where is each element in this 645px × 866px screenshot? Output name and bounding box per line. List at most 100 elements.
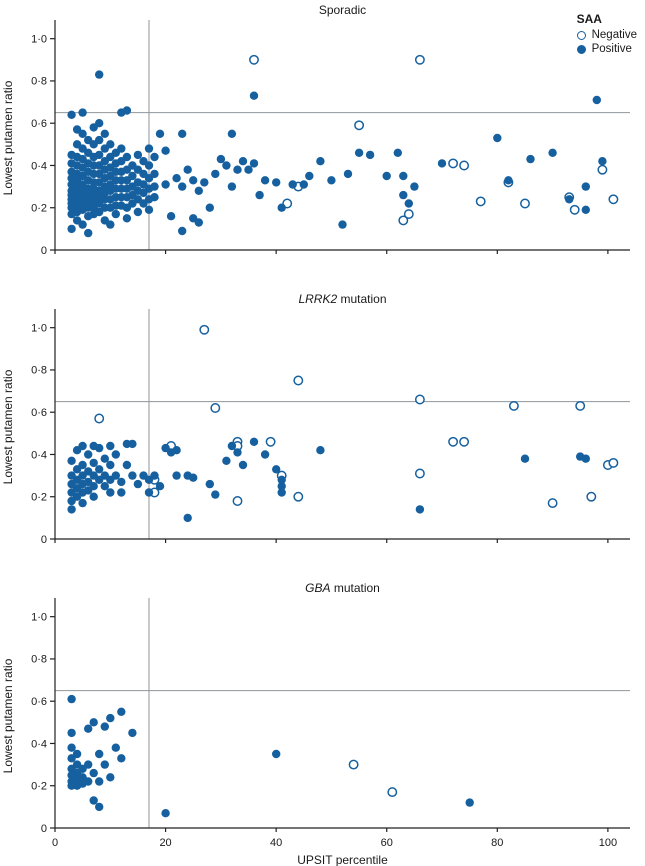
data-point-positive [89,718,98,727]
data-point-positive [106,140,115,149]
data-point-positive [592,95,601,105]
data-point-positive [305,171,314,181]
data-point-negative [232,496,243,506]
data-point-positive [117,477,126,487]
data-point-positive [133,207,143,217]
data-point-positive [216,154,226,164]
gba-scatter-plot: 0 0·2 0·4 0·6 0·8 1·0 0 20 40 60 80 100 GBA mutation… [1,581,630,866]
data-point-positive [95,802,104,812]
data-point-positive [133,150,143,160]
data-point-positive [493,133,502,143]
data-point-positive [95,777,104,786]
legend: SAA Negative Positive [576,12,637,55]
data-point-positive [100,129,110,138]
data-point-negative [265,436,276,447]
data-point-positive [548,148,557,157]
data-point-negative [403,209,414,220]
data-point-positive [222,456,231,465]
data-point-positive [183,513,192,523]
data-point-positive [343,169,353,179]
data-point-positive [299,180,308,189]
data-point-positive [166,212,176,221]
data-point-positive [338,220,347,229]
data-point-positive [581,182,590,191]
data-point-positive [106,441,115,451]
y-tick-label: 0 [41,534,47,546]
data-point-positive [172,471,181,480]
y-tick-label: 0 [41,245,47,257]
data-point-positive [244,165,253,174]
data-point-positive [150,193,159,202]
y-tick-label: 0·2 [31,781,47,793]
data-point-positive [365,150,375,160]
data-point-positive [89,458,98,468]
data-point-negative [293,375,304,386]
data-point-positive [272,178,281,187]
data-point-positive [581,205,590,214]
data-point-positive [106,220,115,229]
data-point-negative [608,194,619,205]
data-point-negative [448,158,459,169]
data-point-positive [78,441,87,451]
data-point-positive [122,152,132,162]
data-point-positive [95,150,104,160]
panel-title: Sporadic [319,3,366,17]
data-point-positive [161,146,170,155]
data-point-positive [67,728,76,738]
data-point-positive [128,171,137,181]
data-point-positive [227,441,237,451]
x-tick-label: 80 [491,837,503,849]
data-point-positive [67,456,76,465]
data-point-positive [504,176,513,185]
data-point-positive [117,707,126,716]
data-point-negative [608,457,619,468]
data-point-positive [95,70,104,79]
data-point-positive [67,224,76,234]
data-point-positive [128,471,137,480]
data-point-positive [249,437,259,446]
data-point-positive [111,471,121,480]
data-point-positive [194,218,203,227]
y-tick-label: 1·0 [31,33,47,45]
data-point-positive [194,186,203,195]
data-point-positive [144,144,154,153]
x-tick-label: 40 [270,837,282,849]
data-point-positive [133,479,143,489]
y-tick-label: 0·8 [31,654,47,666]
data-point-positive [117,488,126,497]
data-point-positive [598,157,607,166]
data-point-positive [89,482,98,491]
data-point-positive [117,754,126,763]
legend-title: SAA [576,12,602,26]
data-point-negative [199,324,210,335]
data-point-positive [84,724,93,733]
data-point-positive [189,176,198,185]
data-point-positive [393,148,402,157]
data-point-positive [111,450,121,459]
panel-sporadic: 0 0·2 0·4 0·6 0·8 1·0 Sporadic Lowest putamen r… [0,0,645,289]
data-point-positive [255,190,264,200]
x-tick-label: 60 [381,837,393,849]
data-point-positive [238,460,248,470]
panel-gba: 0 0·2 0·4 0·6 0·8 1·0 0 20 40 60 80 100 GBA mutation… [0,578,645,866]
data-point-positive [272,749,281,759]
y-tick-label: 0·4 [31,738,47,750]
data-point-negative [398,215,409,226]
data-point-positive [354,148,364,157]
data-point-positive [144,205,154,214]
y-tick-label: 0 [41,823,47,835]
data-point-positive [150,152,159,162]
data-point-positive [100,482,110,491]
data-point-positive [465,798,474,807]
data-point-positive [178,182,187,191]
legend-item-negative: Negative [576,29,637,41]
data-point-positive [106,713,115,723]
data-point-negative [293,491,304,502]
y-tick-label: 1·0 [31,611,47,623]
data-point-positive [211,169,220,179]
data-point-positive [172,174,181,183]
data-point-positive [277,203,286,212]
data-point-positive [106,773,115,782]
data-point-positive [111,209,121,219]
data-point-positive [122,460,132,470]
